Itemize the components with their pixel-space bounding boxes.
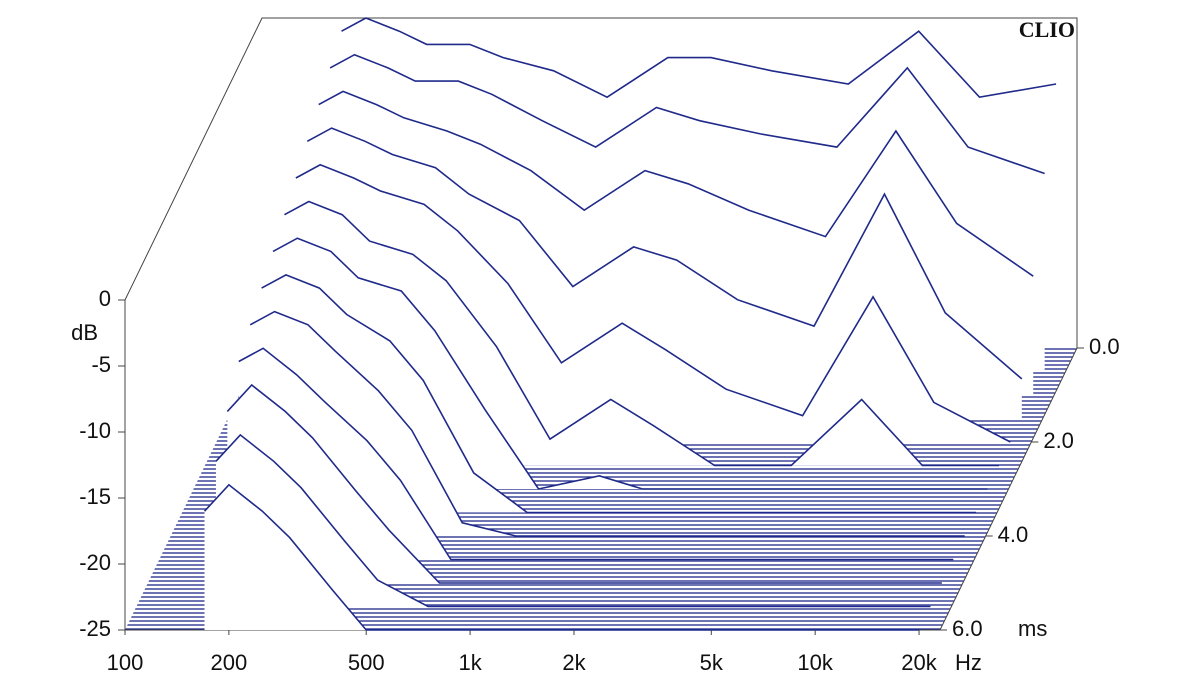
y-tick-label: -5 bbox=[91, 352, 111, 377]
slice-line bbox=[249, 310, 965, 537]
z-tick-label: 0.0 bbox=[1089, 334, 1120, 359]
slice-line bbox=[272, 237, 988, 490]
z-tick-label: 4.0 bbox=[998, 522, 1029, 547]
slice-line bbox=[295, 163, 1011, 443]
slice-line bbox=[261, 274, 977, 514]
brand: CLIO bbox=[1019, 17, 1075, 42]
x-tick-label: 2k bbox=[562, 650, 586, 675]
x-tick-label: 20k bbox=[901, 650, 937, 675]
frame bbox=[124, 17, 1078, 348]
y-tick-label: -20 bbox=[79, 550, 111, 575]
slice-line bbox=[238, 347, 954, 561]
slice-fill bbox=[204, 484, 920, 630]
z-tick-label: 6.0 bbox=[952, 616, 983, 641]
slice-line bbox=[226, 383, 942, 584]
slice-line bbox=[215, 433, 931, 608]
surface bbox=[203, 17, 1057, 631]
z-axis-label: ms bbox=[1018, 616, 1047, 641]
y-tick-label: -25 bbox=[79, 616, 111, 641]
y-tick-label: -10 bbox=[79, 418, 111, 443]
y-tick-label: 0 bbox=[99, 286, 111, 311]
slice-fill bbox=[261, 274, 977, 513]
z-axis bbox=[939, 347, 1078, 631]
slice-line bbox=[284, 200, 999, 467]
x-tick-label: 500 bbox=[348, 650, 385, 675]
x-tick-label: 5k bbox=[700, 650, 724, 675]
slice-line bbox=[318, 90, 1034, 277]
slice-fill bbox=[273, 238, 988, 489]
x-tick-label: 10k bbox=[797, 650, 833, 675]
slice-line bbox=[306, 127, 1023, 380]
x-tick-label: 200 bbox=[211, 650, 248, 675]
x-tick-label: 100 bbox=[107, 650, 144, 675]
x-tick-label: 1k bbox=[458, 650, 482, 675]
slice-fill bbox=[250, 311, 965, 536]
y-axis-label: dB bbox=[71, 320, 98, 345]
z-tick-label: 2.0 bbox=[1043, 428, 1074, 453]
x-axis-label: Hz bbox=[955, 650, 982, 675]
slice-line bbox=[341, 17, 1057, 99]
y-tick-label: -15 bbox=[79, 484, 111, 509]
slice-line bbox=[329, 53, 1045, 175]
